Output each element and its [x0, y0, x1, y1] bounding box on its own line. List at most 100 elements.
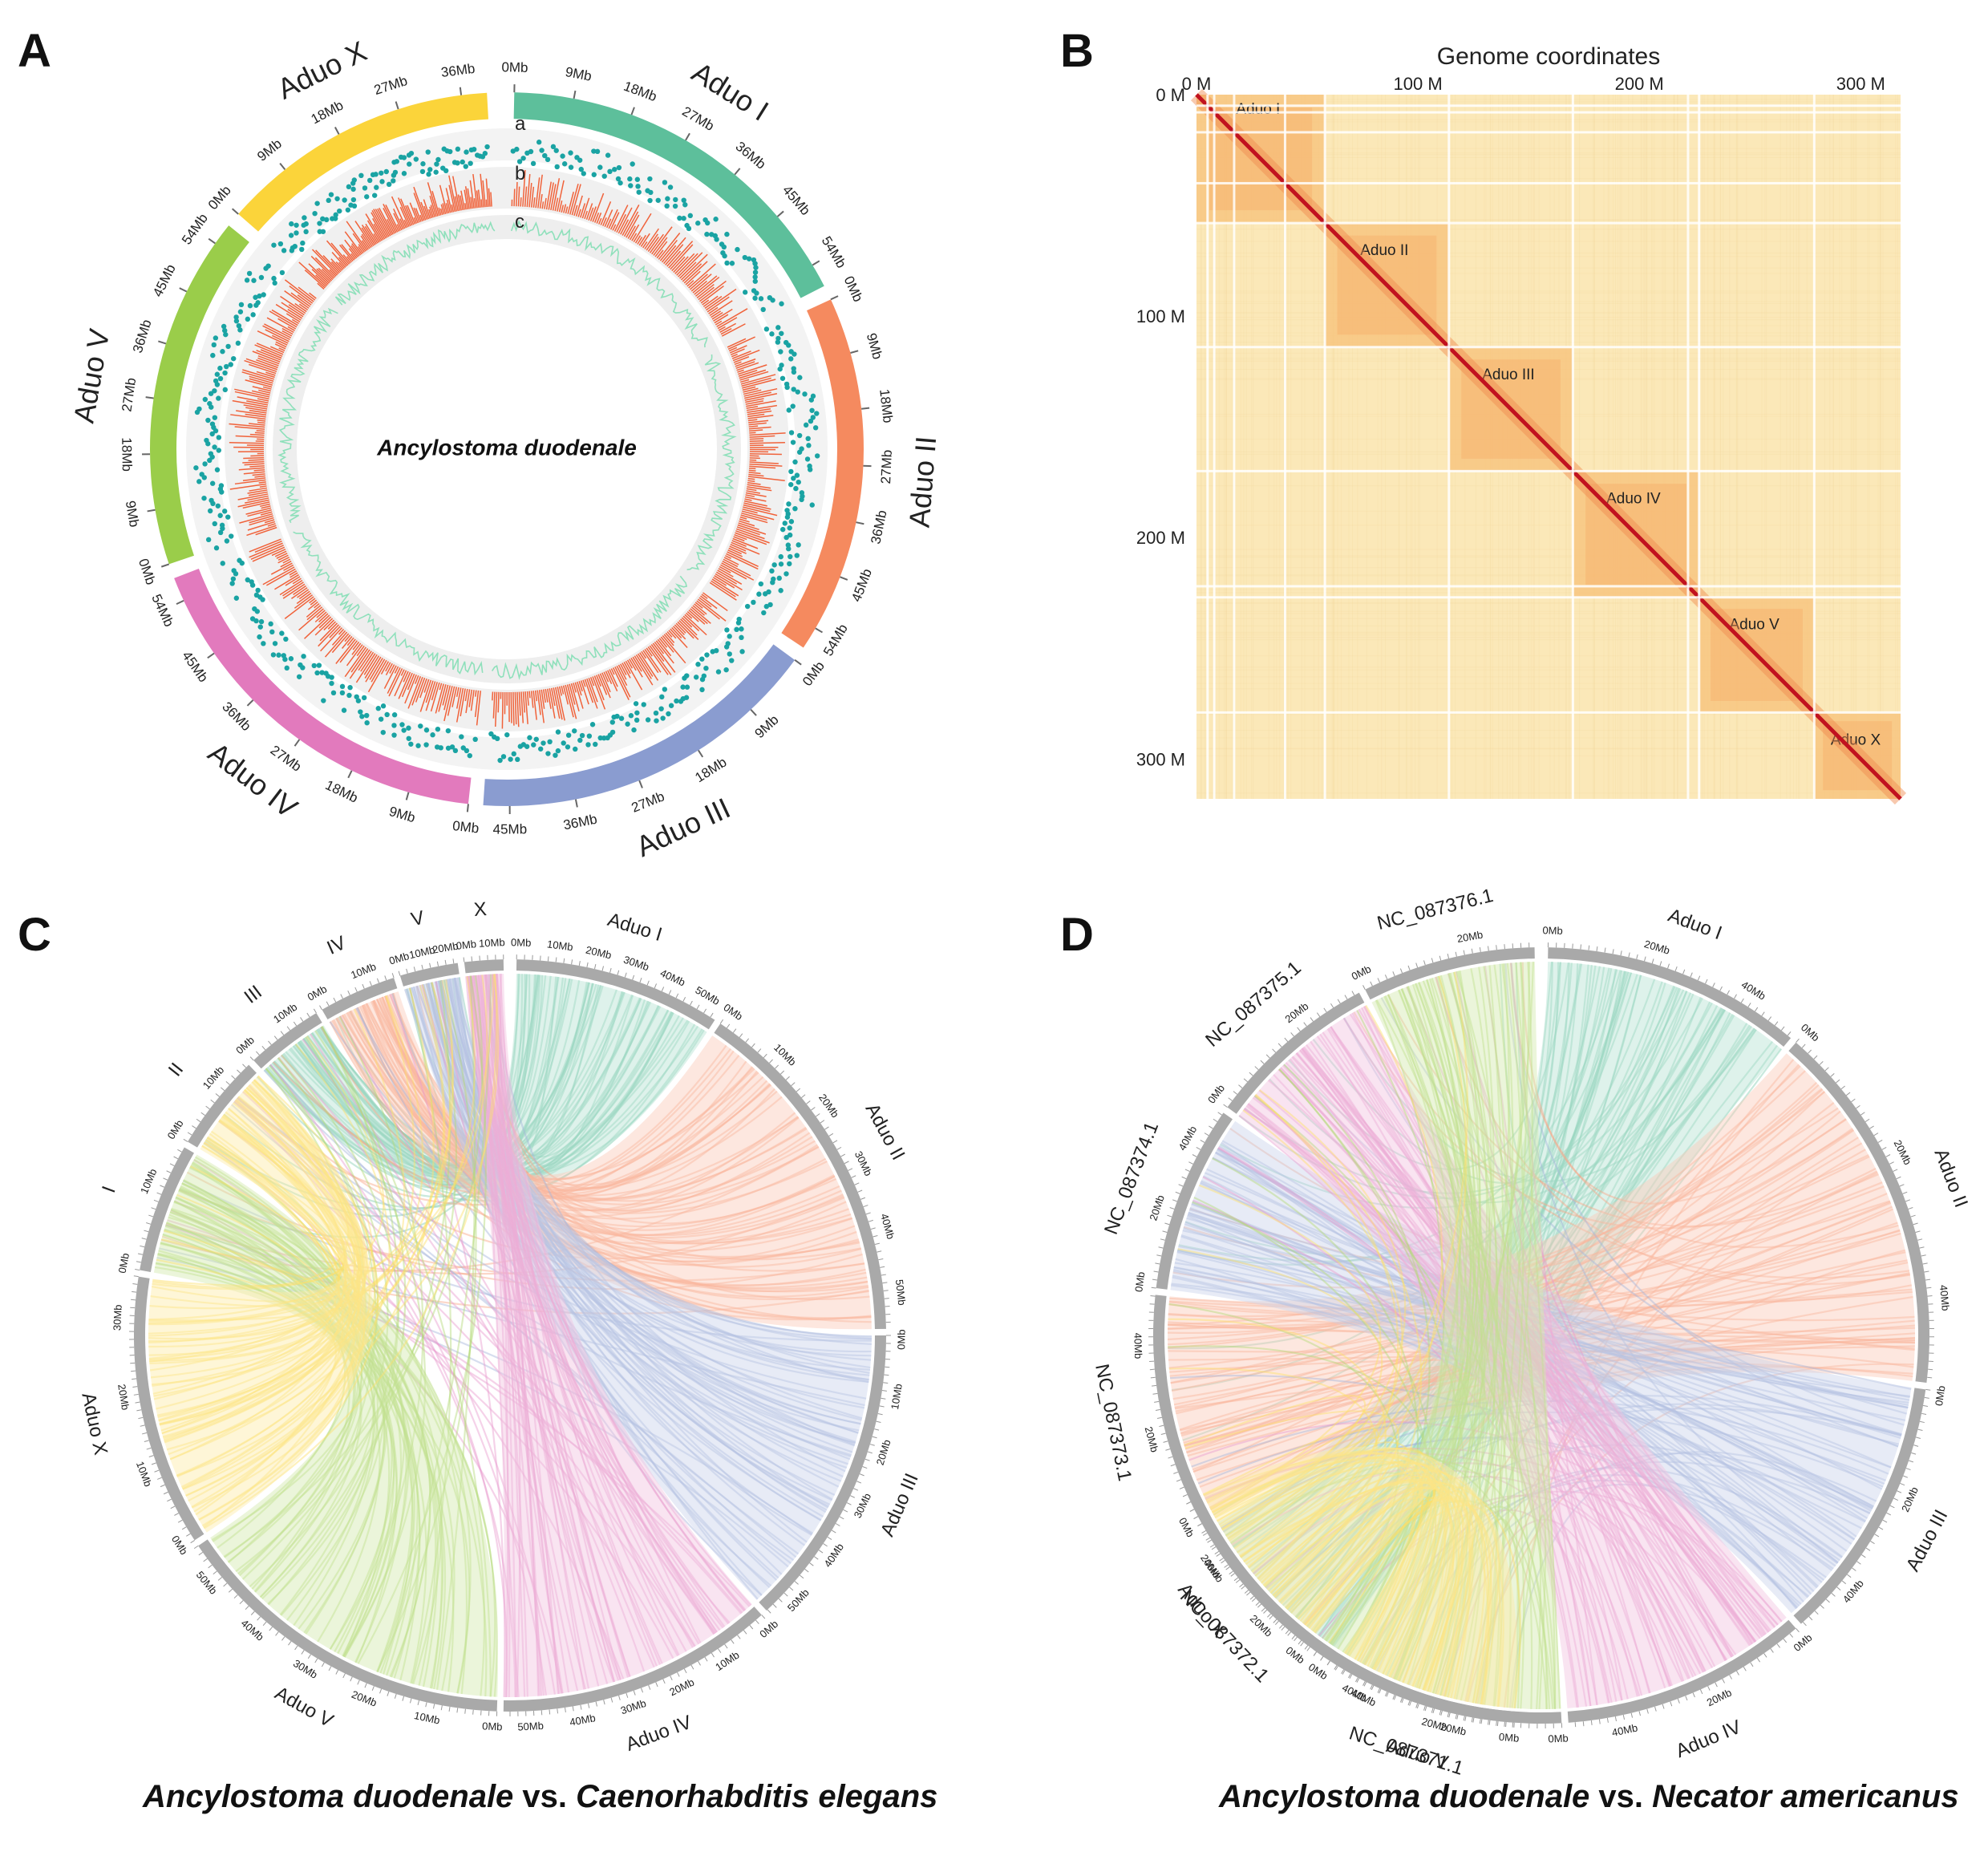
minor-tick: [249, 1056, 254, 1061]
track-b-bar: [399, 206, 410, 227]
minor-tick: [571, 959, 573, 965]
track-a-point: [216, 395, 221, 401]
tick-label: 10Mb: [271, 1001, 299, 1026]
track-a-point: [445, 727, 451, 734]
caption-c-species1: Ancylostoma duodenale: [143, 1779, 514, 1814]
track-b-bar: [524, 186, 528, 207]
track-b-bar: [407, 673, 415, 691]
hic-texture: [1196, 325, 1901, 326]
synteny-link: [1168, 1303, 1399, 1641]
minor-tick: [196, 1118, 201, 1123]
minor-tick: [646, 980, 650, 986]
synteny-link: [1221, 1141, 1825, 1581]
track-b-bar: [443, 685, 451, 711]
synteny-link: [1342, 1017, 1670, 1688]
track-a-point: [378, 716, 384, 722]
synteny-link: [1304, 1102, 1835, 1626]
synteny-link: [294, 991, 626, 1168]
tick-label: 50Mb: [517, 1720, 544, 1733]
caption-c-species2: Caenorhabditis elegans: [576, 1779, 938, 1814]
tick-label: 9Mb: [751, 712, 781, 741]
synteny-link: [492, 974, 571, 1156]
synteny-link: [1290, 997, 1702, 1614]
hic-texture: [1196, 332, 1901, 334]
track-a-point: [220, 349, 225, 355]
synteny-link: [1330, 1026, 1618, 1702]
track-b-bar: [411, 676, 423, 706]
track-b-bar: [370, 658, 386, 683]
synteny-link: [1233, 1023, 1748, 1549]
track-a-point: [760, 306, 766, 313]
track-b-bar: [532, 197, 536, 208]
track-b-bar: [734, 533, 747, 541]
hic-texture: [1245, 95, 1247, 799]
synteny-link: [1443, 1007, 1723, 1697]
track-b-bar: [304, 269, 326, 289]
tick-label: 50Mb: [785, 1586, 812, 1614]
tick-label: 20Mb: [1420, 1715, 1448, 1733]
track-b-bar: [731, 351, 751, 359]
synteny-link: [448, 979, 814, 1534]
hic-texture: [1196, 792, 1901, 794]
synteny-link: [1319, 1025, 1752, 1638]
track-a-point: [775, 335, 781, 342]
synteny-link: [1238, 989, 1685, 1200]
minor-tick: [1273, 1619, 1277, 1623]
hic-texture: [1196, 156, 1901, 158]
hic-texture: [1882, 95, 1884, 799]
minor-tick: [1913, 1445, 1919, 1447]
hic-texture: [1243, 95, 1245, 799]
minor-tick: [794, 1581, 799, 1585]
tick-label: 0Mb: [136, 557, 159, 586]
synteny-link: [454, 978, 805, 1546]
minor-tick: [767, 1609, 771, 1614]
track-a-point: [406, 725, 411, 731]
segment-label: NC_087373.1: [1091, 1362, 1136, 1483]
minor-tick: [440, 1705, 443, 1711]
synteny-link: [472, 975, 663, 1664]
minor-tick: [239, 1600, 244, 1605]
track-label-a: a: [515, 113, 526, 135]
synteny-link: [450, 978, 856, 1445]
track-b-bar: [294, 302, 307, 313]
track-b-bar: [741, 377, 771, 387]
minor-tick: [1889, 1161, 1894, 1165]
synteny-link: [1217, 1146, 1707, 1672]
track-b-bar: [277, 318, 297, 330]
synteny-link: [1295, 1052, 1735, 1657]
synteny-link: [1217, 1447, 1461, 1692]
synteny-link: [355, 1007, 870, 1376]
hic-texture: [1366, 95, 1367, 799]
synteny-link: [1434, 964, 1512, 1695]
track-b-bar: [256, 430, 265, 432]
track-b-bar: [282, 583, 306, 599]
hic-gap-h: [1196, 346, 1901, 349]
synteny-link: [1314, 1005, 1719, 1634]
synteny-link: [1168, 1313, 1915, 1342]
track-b-bar: [252, 386, 271, 392]
synteny-link: [1267, 1079, 1592, 1707]
minor-tick: [1162, 1230, 1168, 1233]
minor-tick: [205, 1105, 210, 1110]
hic-texture: [1196, 574, 1901, 576]
synteny-link: [329, 1021, 872, 1321]
synteny-link: [198, 1114, 362, 1522]
hic-gap-v: [1447, 95, 1451, 799]
hic-texture: [1593, 95, 1595, 799]
track-b-bar: [425, 681, 436, 711]
track-b-bar: [747, 410, 772, 415]
track-b-bar: [308, 263, 330, 284]
synteny-link: [168, 1216, 437, 1686]
track-b-bar: [749, 435, 775, 438]
track-a-point: [299, 246, 305, 253]
synteny-link: [1304, 1480, 1432, 1660]
tick-label: 20Mb: [1248, 1612, 1275, 1639]
synteny-link: [1515, 962, 1561, 1140]
track-a-point: [794, 472, 800, 478]
track-b-bar: [709, 581, 737, 601]
track-b-bar: [682, 615, 700, 632]
synteny-link: [217, 1068, 367, 1549]
synteny-link: [470, 975, 849, 1243]
synteny-link: [1221, 1436, 1797, 1610]
